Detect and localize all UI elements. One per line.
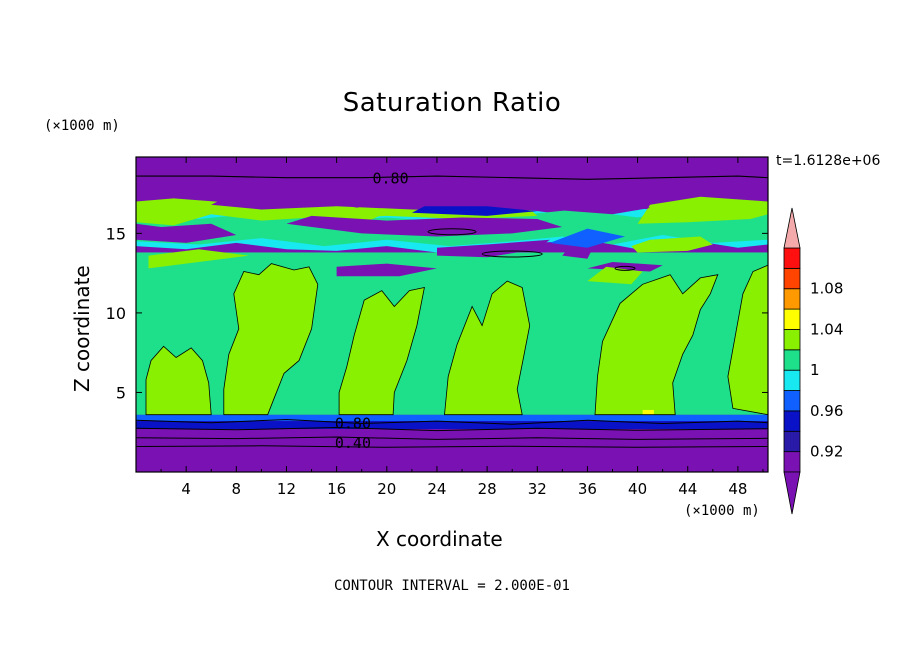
field-column bbox=[595, 274, 718, 415]
field-patch bbox=[637, 196, 768, 224]
field-band bbox=[136, 429, 768, 472]
contour-line bbox=[136, 445, 768, 448]
saturation-field bbox=[136, 157, 768, 472]
contour-line bbox=[136, 418, 768, 425]
x-tick-label: 24 bbox=[427, 480, 446, 498]
x-axis-label: X coordinate bbox=[376, 527, 503, 551]
field-patch bbox=[411, 206, 538, 216]
colorbar-swatch bbox=[783, 247, 801, 269]
x-tick-label: 48 bbox=[728, 480, 747, 498]
contour-line bbox=[145, 345, 212, 416]
colorbar-swatch bbox=[783, 308, 801, 330]
x-tick-label: 44 bbox=[678, 480, 697, 498]
field-patch bbox=[136, 223, 237, 243]
colorbar-swatch bbox=[783, 288, 801, 310]
contour-lines bbox=[136, 175, 768, 448]
contour-line bbox=[614, 265, 636, 271]
field-patch bbox=[286, 215, 563, 237]
x-tick-label: 28 bbox=[478, 480, 497, 498]
field-column bbox=[339, 287, 425, 415]
y-axis-ticks: 5 10 15 bbox=[106, 224, 768, 402]
colorbar-swatch bbox=[783, 430, 801, 453]
contour-line bbox=[223, 263, 319, 416]
x-tick-label: 36 bbox=[578, 480, 597, 498]
y-tick-label: 10 bbox=[106, 304, 126, 323]
chart-title: Saturation Ratio bbox=[342, 88, 562, 118]
x-tick-label: 32 bbox=[528, 480, 547, 498]
x-tick-label: 16 bbox=[327, 480, 346, 498]
x-tick-label: 20 bbox=[377, 480, 396, 498]
colorbar-label: 1.08 bbox=[810, 280, 843, 298]
field-band bbox=[136, 414, 768, 422]
colorbar-swatch bbox=[783, 369, 801, 391]
field-patch bbox=[587, 266, 643, 285]
contour-labels: 0.800.800.40 bbox=[335, 170, 409, 452]
contour-line bbox=[444, 280, 531, 416]
x-tick-label: 40 bbox=[628, 480, 647, 498]
contour-line bbox=[136, 175, 768, 180]
colorbar-swatch bbox=[783, 390, 801, 412]
field-patch bbox=[631, 236, 713, 253]
plot-frame bbox=[135, 156, 769, 473]
field-patch bbox=[642, 409, 654, 415]
colorbar-swatch bbox=[783, 267, 801, 290]
field-column bbox=[223, 263, 318, 415]
contour-label: 0.80 bbox=[335, 415, 371, 433]
contour-line bbox=[136, 436, 768, 440]
contour-line bbox=[338, 286, 425, 416]
x-tick-label: 4 bbox=[181, 480, 191, 498]
contour-line bbox=[594, 274, 719, 416]
field-column bbox=[444, 281, 530, 415]
x-axis-unit: (×1000 m) bbox=[684, 503, 760, 519]
colorbar-swatch bbox=[783, 349, 801, 371]
colorbar-under-arrow bbox=[783, 471, 801, 515]
contour-line bbox=[427, 228, 477, 236]
field-band bbox=[136, 421, 768, 430]
colorbar-label: 1.04 bbox=[810, 320, 843, 338]
contour-label: 0.80 bbox=[372, 170, 408, 188]
field-patch bbox=[549, 228, 625, 248]
colorbar: 0.92 0.96 1 1.04 1.08 bbox=[783, 207, 843, 515]
colorbar-label: 0.92 bbox=[810, 443, 843, 461]
colorbar-swatch bbox=[783, 451, 801, 473]
field-patch bbox=[437, 239, 550, 258]
x-axis-ticks: 4 8 12 16 20 24 28 32 36 40 44 48 bbox=[160, 157, 764, 498]
y-axis-unit: (×1000 m) bbox=[44, 118, 120, 134]
field-column bbox=[146, 346, 212, 415]
time-label: t=1.6128e+06 bbox=[776, 153, 881, 169]
field-patch bbox=[211, 192, 651, 215]
colorbar-label: 1 bbox=[810, 361, 820, 379]
field-patch bbox=[336, 263, 437, 277]
x-tick-label: 12 bbox=[277, 480, 296, 498]
field-column bbox=[727, 265, 768, 415]
contour-line bbox=[481, 250, 543, 258]
contour-line bbox=[136, 426, 768, 432]
colorbar-swatch bbox=[783, 329, 801, 351]
contour-line bbox=[727, 264, 768, 416]
colorbar-over-arrow bbox=[783, 207, 801, 249]
x-tick-label: 8 bbox=[232, 480, 242, 498]
contour-label: 0.40 bbox=[335, 434, 371, 452]
field-patch bbox=[148, 249, 249, 269]
colorbar-swatch bbox=[783, 410, 801, 432]
contour-interval-note: CONTOUR INTERVAL = 2.000E-01 bbox=[333, 578, 570, 594]
y-tick-label: 15 bbox=[106, 224, 126, 243]
colorbar-label: 0.96 bbox=[810, 402, 843, 420]
y-tick-label: 5 bbox=[116, 383, 126, 402]
